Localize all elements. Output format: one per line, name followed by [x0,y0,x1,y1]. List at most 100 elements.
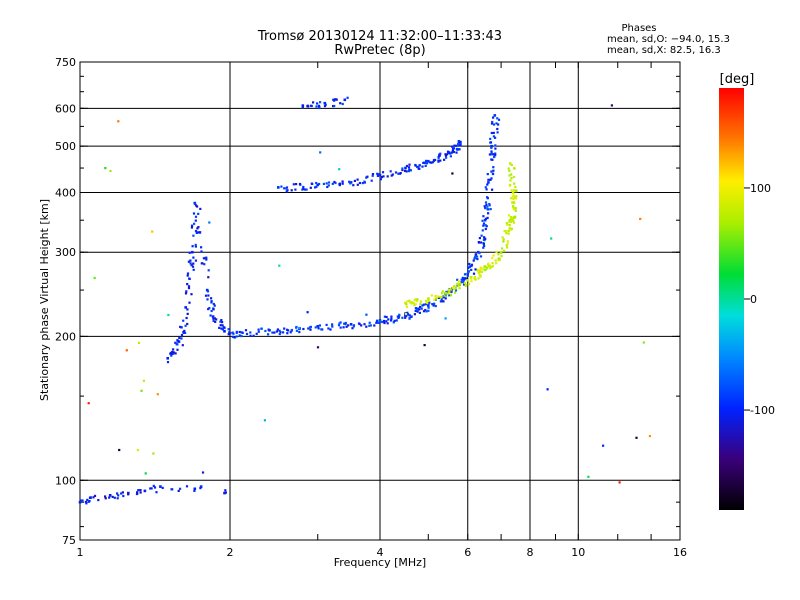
echo-point [493,155,496,159]
echo-point [501,236,504,239]
noise-point [639,217,642,220]
y-tick-label: 500 [55,140,76,153]
echo-point [289,331,292,334]
echo-point [176,343,179,346]
echo-point [171,350,174,354]
echo-point [470,268,473,271]
echo-point [417,166,420,169]
echo-point [220,327,223,330]
echo-point [235,331,238,334]
echo-point [276,328,279,331]
echo-point [122,494,125,498]
y-axis-label: Stationary phase Virtual Height [km] [38,199,51,401]
echo-point [512,197,515,200]
echo-point [194,219,197,222]
echo-point [322,182,325,185]
echo-point [389,170,392,173]
echo-point [235,335,238,338]
data-point [277,186,280,189]
echo-point [180,337,183,340]
echo-point [511,216,514,220]
echo-point [391,173,394,176]
echo-point [408,317,411,320]
echo-point [385,315,388,319]
noise-point [404,312,408,316]
echo-point [379,178,382,181]
phase-stats-o: mean, sd,O: −94.0, 15.3 [607,34,730,45]
echo-point [166,361,170,364]
echo-point [497,253,500,256]
data-point [490,144,493,148]
echo-point [85,502,88,505]
echo-point [283,327,286,330]
echo-point [486,267,489,270]
echo-point [437,295,440,298]
echo-point [92,496,95,499]
echo-point [498,257,501,260]
noise-point [451,172,454,175]
data-point [466,279,469,282]
series-f-region-x-trace [404,162,518,309]
echo-point [326,185,329,189]
echo-point [339,326,342,329]
echo-point [282,331,285,334]
echo-point [395,319,398,322]
echo-point [212,302,215,306]
x-tick-label: 4 [377,546,384,559]
echo-point [452,150,455,154]
echo-point [88,496,92,499]
echo-point [479,241,483,244]
echo-point [452,147,455,150]
echo-point [200,485,203,488]
echo-point [495,122,498,125]
echo-point [249,334,252,337]
echo-point [190,293,193,296]
echo-point [492,169,495,172]
echo-point [196,227,199,230]
echo-point [456,282,459,285]
echo-point [240,335,243,338]
echo-point [373,324,376,327]
echo-point [353,179,356,182]
noise-point [93,276,96,280]
echo-point [192,256,195,259]
echo-point [365,325,368,328]
echo-point [84,500,87,503]
echo-point [352,184,355,187]
echo-point [212,308,215,311]
echo-point [376,174,379,177]
echo-point [398,313,401,316]
echo-point [333,180,336,184]
echo-point [427,306,430,309]
noise-point [546,388,549,391]
echo-point [454,286,457,289]
echo-point [338,322,341,325]
echo-point [484,237,487,240]
plot-area: 1 2 4 6 8 10 16 75 100 200 300 400 500 600 750 [55,56,687,559]
echo-point [495,262,498,265]
echo-point [451,145,454,148]
echo-point [505,232,508,235]
noise-point [602,444,605,447]
echo-point [358,322,361,326]
echo-point [212,317,215,320]
echo-point [341,102,344,106]
echo-point [488,203,491,206]
echo-point [494,152,497,155]
echo-point [172,351,176,354]
echo-point [377,173,380,176]
echo-point [479,267,482,270]
echo-point [457,285,460,288]
echo-point [424,164,427,167]
echo-point [278,329,281,332]
echo-point [449,155,452,158]
echo-point [487,208,490,211]
echo-point [121,491,124,494]
echo-point [512,219,515,222]
echo-point [449,294,453,297]
data-point [427,304,430,307]
echo-point [459,140,462,143]
echo-point [489,141,493,144]
echo-point [427,298,430,301]
echo-point [487,212,490,215]
